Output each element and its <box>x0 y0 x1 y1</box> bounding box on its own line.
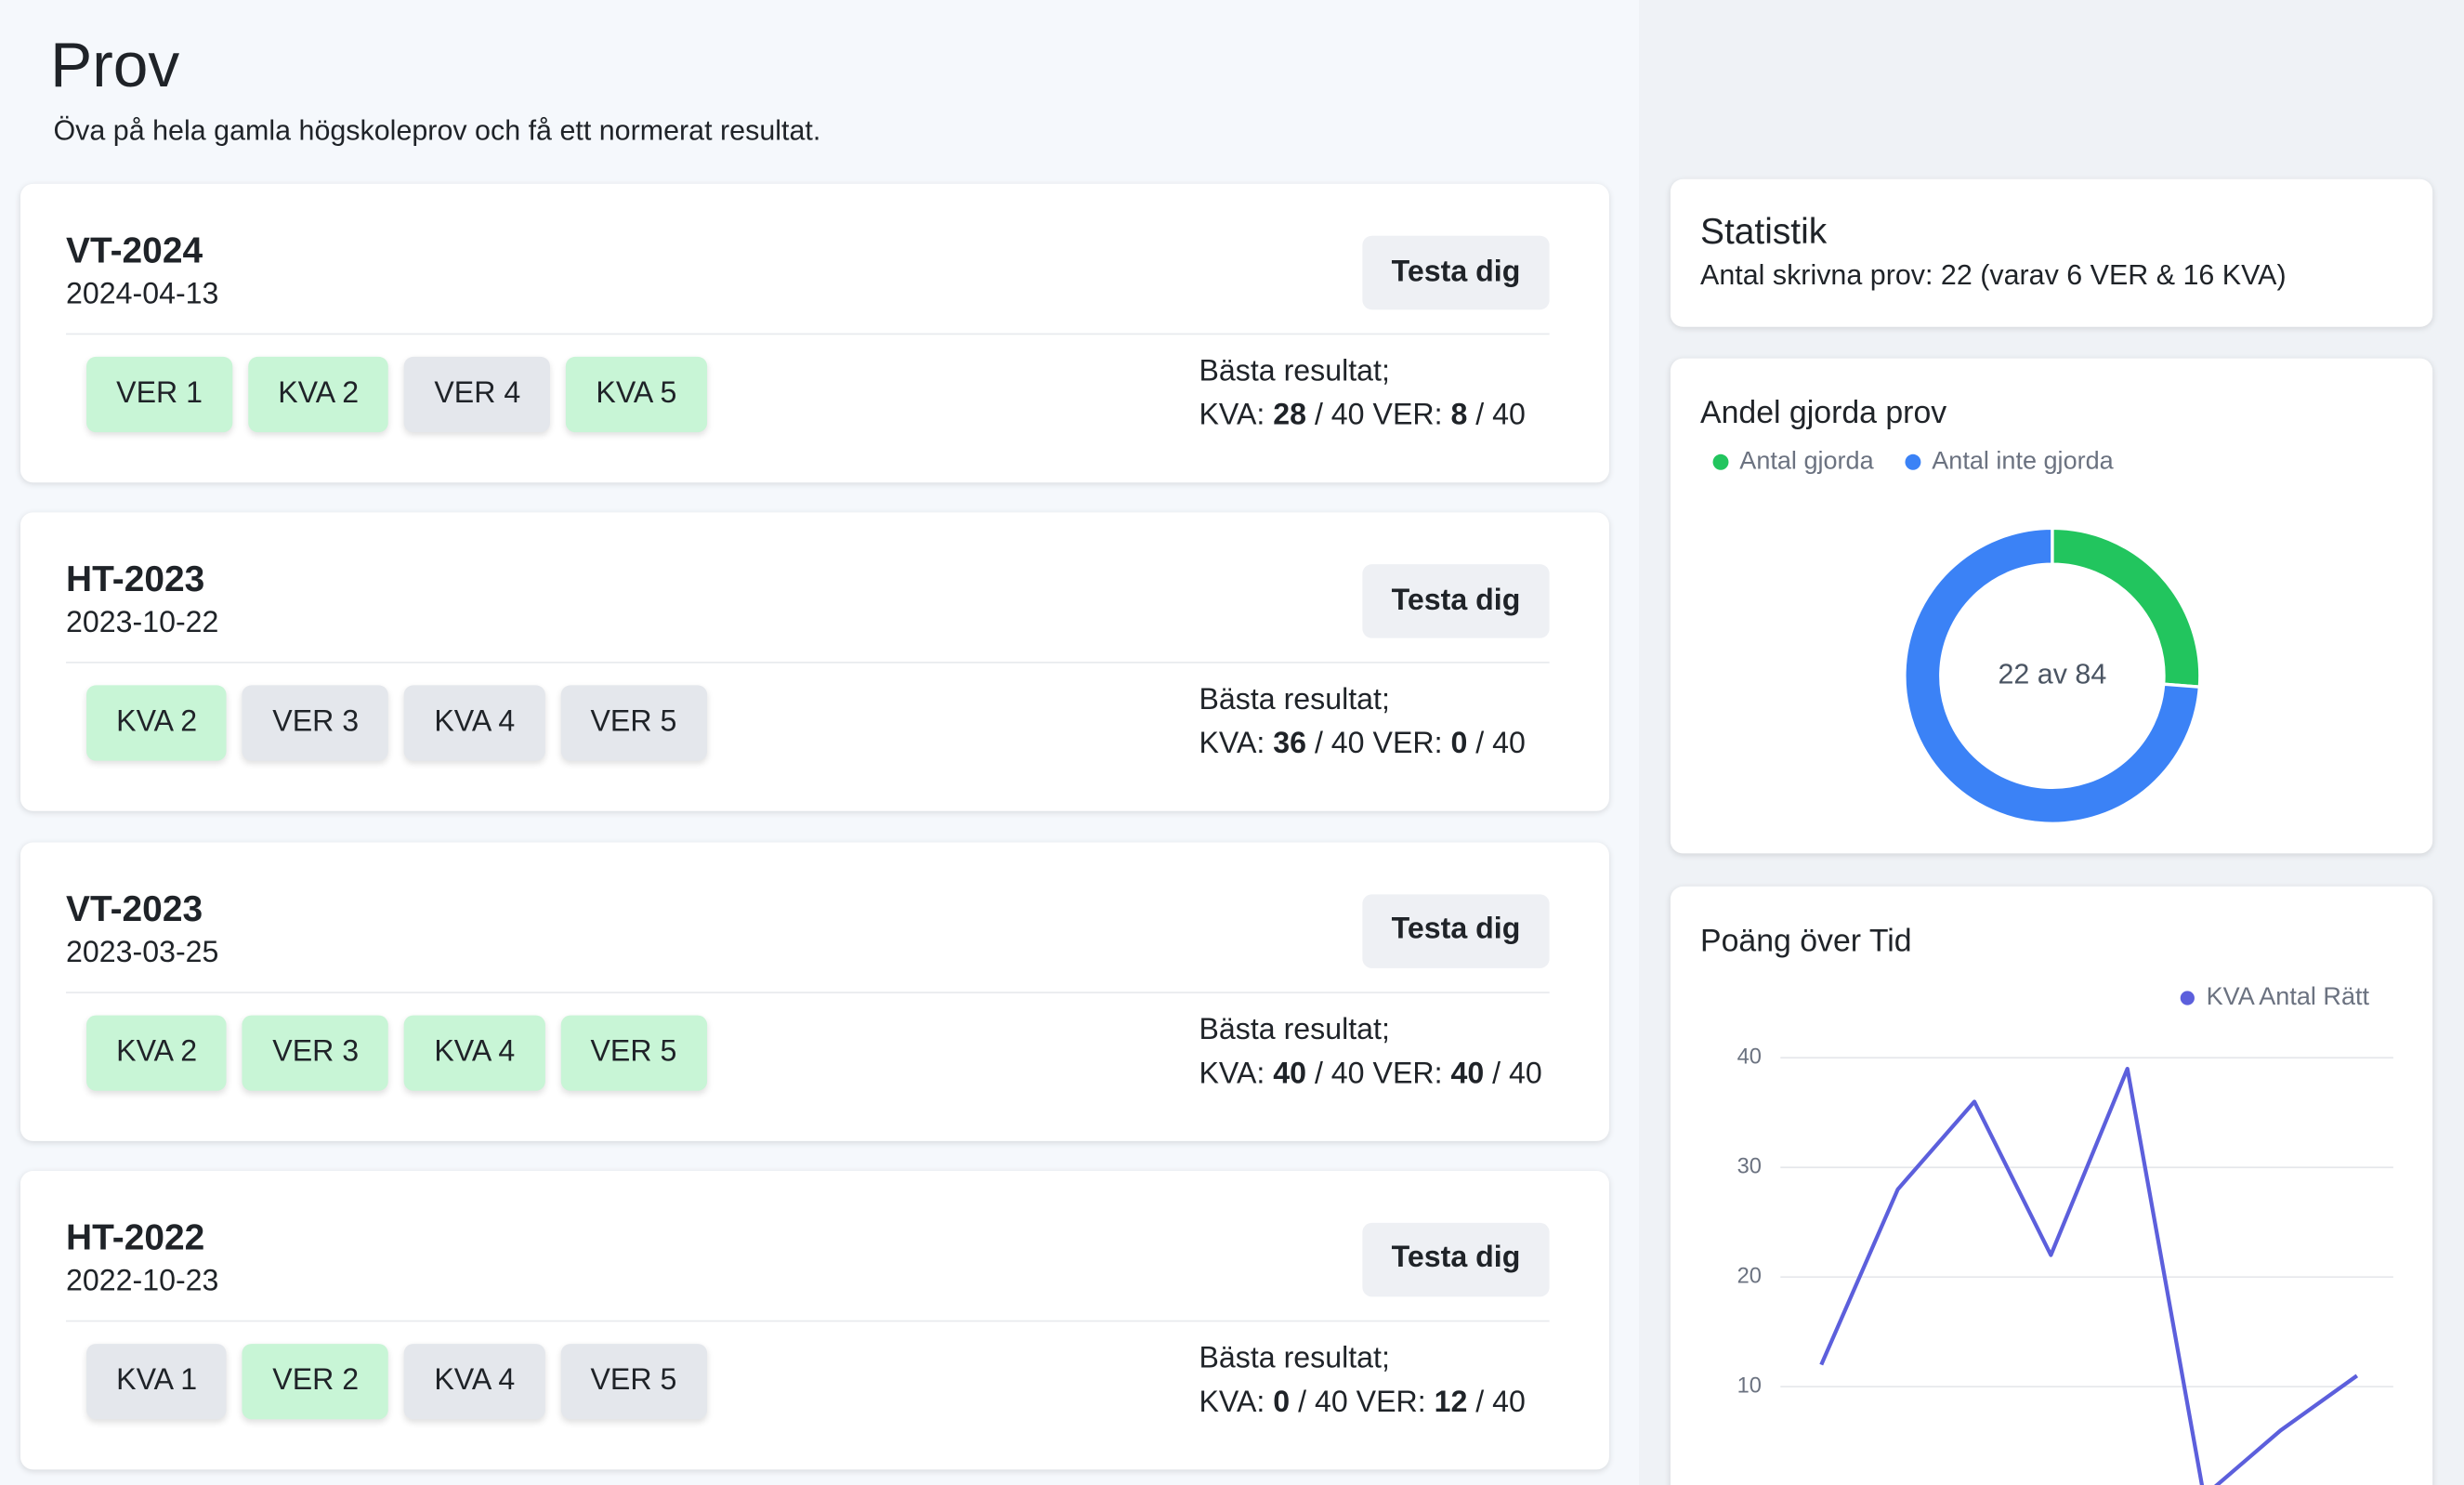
result-label: KVA: <box>1199 399 1265 433</box>
part-chip[interactable]: VER 2 <box>242 1343 389 1420</box>
result-line: KVA: 40 / 40 VER: 40 / 40 <box>1199 1053 1541 1097</box>
result-label: VER: <box>1356 1386 1426 1420</box>
result-heading: Bästa resultat; <box>1199 1013 1390 1046</box>
part-chip[interactable]: KVA 4 <box>404 1343 545 1420</box>
part-chip[interactable]: KVA 5 <box>566 356 707 433</box>
result-label: / 40 <box>1314 399 1365 433</box>
exam-name: HT-2022 <box>66 1216 205 1257</box>
part-chip[interactable]: KVA 2 <box>86 1014 228 1091</box>
test-button[interactable]: Testa dig <box>1362 1222 1550 1297</box>
divider <box>66 991 1550 993</box>
result-label: / 40 <box>1475 728 1526 762</box>
exam-date: 2022-10-23 <box>66 1265 219 1298</box>
part-chip[interactable]: VER 1 <box>86 356 233 433</box>
result-label: / 40 <box>1475 1386 1526 1420</box>
score: 8 <box>1450 399 1468 433</box>
part-chip[interactable]: VER 3 <box>242 685 389 762</box>
part-chip[interactable]: KVA 4 <box>404 685 545 762</box>
score: 0 <box>1450 728 1468 762</box>
donut-card: Andel gjorda prov <box>1670 358 2433 854</box>
best-result: Bästa resultat; KVA: 28 / 40 VER: 8 / 40 <box>1199 350 1525 439</box>
part-chip[interactable]: VER 4 <box>404 356 551 433</box>
score: 0 <box>1273 1386 1291 1420</box>
score: 28 <box>1273 399 1307 433</box>
exam-card: VT-2024 2024-04-13 Testa dig VER 1 KVA 2 VER … <box>20 183 1609 483</box>
part-chip[interactable]: VER 5 <box>560 1343 707 1420</box>
line-card: Poäng över Tid <box>1670 886 2433 1485</box>
best-result: Bästa resultat; KVA: 40 / 40 VER: 40 / 40 <box>1199 1008 1541 1097</box>
score: 40 <box>1450 1057 1485 1091</box>
test-button[interactable]: Testa dig <box>1362 893 1550 968</box>
page-title: Prov <box>50 31 180 101</box>
result-line: KVA: 0 / 40 VER: 12 / 40 <box>1199 1381 1525 1425</box>
part-list: KVA 1 VER 2 KVA 4 VER 5 <box>86 1343 707 1420</box>
part-chip[interactable]: KVA 2 <box>248 356 389 433</box>
result-label: / 40 <box>1298 1386 1348 1420</box>
score: 36 <box>1273 728 1307 762</box>
part-chip[interactable]: KVA 1 <box>86 1343 228 1420</box>
exam-date: 2023-10-22 <box>66 607 219 640</box>
result-label: / 40 <box>1475 399 1526 433</box>
result-label: KVA: <box>1199 728 1265 762</box>
chart-title: Andel gjorda prov <box>1700 396 1947 431</box>
score: 40 <box>1273 1057 1307 1091</box>
result-label: VER: <box>1372 728 1443 762</box>
result-heading: Bästa resultat; <box>1199 684 1390 717</box>
part-list: VER 1 KVA 2 VER 4 KVA 5 <box>86 356 707 433</box>
exam-name: HT-2023 <box>66 558 205 599</box>
result-label: VER: <box>1372 399 1443 433</box>
result-line: KVA: 28 / 40 VER: 8 / 40 <box>1199 395 1525 439</box>
test-button[interactable]: Testa dig <box>1362 564 1550 639</box>
exam-date: 2023-03-25 <box>66 936 219 969</box>
part-chip[interactable]: KVA 2 <box>86 685 228 762</box>
test-button[interactable]: Testa dig <box>1362 235 1550 310</box>
part-chip[interactable]: VER 3 <box>242 1014 389 1091</box>
part-chip[interactable]: KVA 4 <box>404 1014 545 1091</box>
exam-card: VT-2023 2023-03-25 Testa dig KVA 2 VER 3 KVA … <box>20 841 1609 1141</box>
result-label: KVA: <box>1199 1057 1265 1091</box>
result-label: / 40 <box>1492 1057 1542 1091</box>
result-line: KVA: 36 / 40 VER: 0 / 40 <box>1199 724 1525 768</box>
best-result: Bästa resultat; KVA: 36 / 40 VER: 0 / 40 <box>1199 679 1525 768</box>
part-chip[interactable]: VER 5 <box>560 685 707 762</box>
best-result: Bästa resultat; KVA: 0 / 40 VER: 12 / 40 <box>1199 1337 1525 1426</box>
stats-text: Antal skrivna prov: 22 (varav 6 VER & 16… <box>1700 259 2287 291</box>
exam-name: VT-2023 <box>66 887 203 928</box>
stats-title: Statistik <box>1700 210 1828 252</box>
score: 12 <box>1434 1386 1468 1420</box>
result-label: / 40 <box>1314 728 1365 762</box>
divider <box>66 662 1550 664</box>
part-list: KVA 2 VER 3 KVA 4 VER 5 <box>86 1014 707 1091</box>
exam-card: HT-2023 2023-10-22 Testa dig KVA 2 VER 3 KVA … <box>20 512 1609 812</box>
divider <box>66 1320 1550 1322</box>
part-list: KVA 2 VER 3 KVA 4 VER 5 <box>86 685 707 762</box>
stats-card: Statistik Antal skrivna prov: 22 (varav … <box>1670 178 2433 327</box>
result-label: VER: <box>1372 1057 1443 1091</box>
exam-card: HT-2022 2022-10-23 Testa dig KVA 1 VER 2 KVA … <box>20 1170 1609 1470</box>
chart-title: Poäng över Tid <box>1700 924 1912 959</box>
result-label: / 40 <box>1314 1057 1365 1091</box>
exam-date: 2024-04-13 <box>66 278 219 311</box>
result-label: KVA: <box>1199 1386 1265 1420</box>
result-heading: Bästa resultat; <box>1199 1342 1390 1375</box>
page-subtitle: Öva på hela gamla högskoleprov och få et… <box>53 114 821 147</box>
exam-name: VT-2024 <box>66 229 203 270</box>
part-chip[interactable]: VER 5 <box>560 1014 707 1091</box>
result-heading: Bästa resultat; <box>1199 355 1390 388</box>
divider <box>66 333 1550 335</box>
